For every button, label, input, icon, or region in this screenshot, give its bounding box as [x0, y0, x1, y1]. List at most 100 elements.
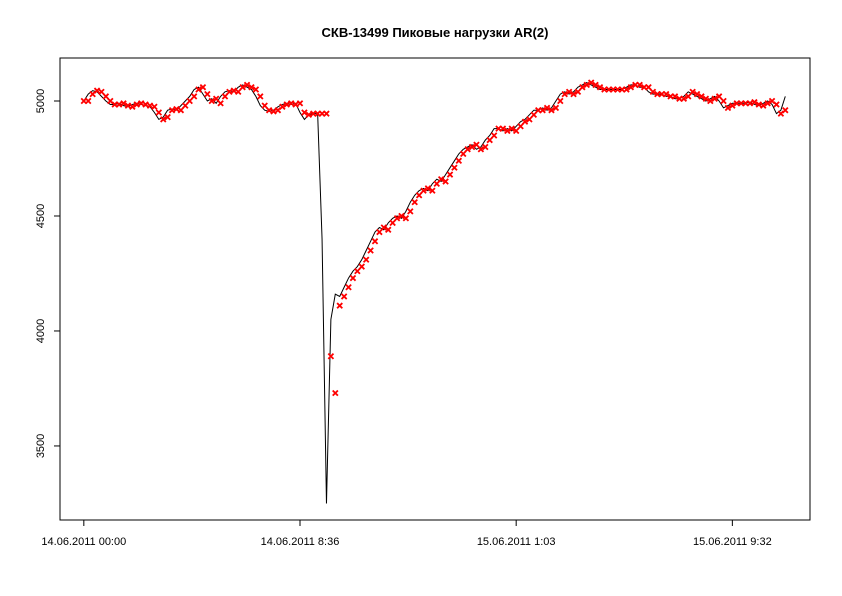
data-point	[336, 302, 343, 309]
data-point	[512, 127, 520, 135]
data-point	[415, 192, 423, 199]
data-point	[292, 101, 299, 108]
data-point	[530, 111, 538, 119]
data-point	[490, 132, 498, 139]
data-point	[340, 293, 348, 300]
data-point	[649, 88, 657, 96]
data-point	[287, 100, 295, 107]
x-tick-label: 14.06.2011 8:36	[261, 536, 340, 548]
data-point	[265, 106, 273, 114]
data-point	[327, 353, 335, 360]
data-point	[173, 105, 180, 113]
data-point	[720, 97, 727, 105]
data-point	[345, 284, 352, 291]
data-point	[521, 118, 529, 125]
data-point	[208, 97, 216, 105]
data-point	[186, 97, 193, 105]
data-point	[539, 106, 546, 114]
data-point	[482, 143, 489, 151]
data-point	[261, 102, 268, 109]
data-point	[146, 102, 154, 109]
data-point	[323, 110, 330, 117]
data-point	[548, 106, 555, 114]
chart-title: СКВ-13499 Пиковые нагрузки AR(2)	[322, 25, 549, 40]
data-point	[574, 88, 582, 96]
data-point	[583, 81, 591, 89]
data-point	[296, 100, 304, 107]
data-point	[283, 101, 291, 108]
data-point	[384, 226, 392, 234]
data-point	[137, 100, 145, 107]
data-point	[477, 146, 485, 153]
data-point	[155, 109, 163, 116]
data-point	[623, 86, 630, 93]
data-point	[177, 106, 185, 114]
data-point	[433, 180, 441, 188]
data-point	[84, 97, 92, 105]
y-tick-label: 4000	[35, 319, 47, 343]
data-point	[212, 95, 220, 102]
data-point	[486, 136, 493, 144]
data-point	[393, 215, 401, 222]
data-point	[204, 90, 211, 98]
data-point	[702, 95, 710, 102]
data-point	[195, 86, 202, 93]
data-point	[411, 198, 418, 206]
data-point	[115, 101, 123, 108]
data-point	[402, 215, 410, 222]
data-point	[199, 83, 207, 91]
data-point	[437, 175, 445, 183]
y-tick-label: 4500	[35, 204, 47, 228]
data-point	[239, 83, 246, 91]
data-point	[459, 150, 467, 158]
data-point	[526, 116, 533, 123]
data-point	[746, 100, 754, 107]
data-point	[724, 104, 732, 112]
plot-frame	[59, 57, 811, 521]
data-point	[234, 88, 242, 96]
data-point	[552, 104, 560, 112]
x-tick-label: 14.06.2011 00:00	[41, 536, 126, 548]
data-point	[680, 95, 688, 102]
data-point	[662, 90, 670, 98]
data-point	[504, 127, 511, 135]
data-point	[230, 87, 238, 94]
data-point	[133, 101, 141, 108]
data-point	[102, 93, 110, 100]
data-point	[715, 93, 723, 100]
data-point	[420, 187, 427, 194]
data-point	[759, 102, 767, 109]
data-point	[371, 238, 379, 245]
data-point	[782, 106, 789, 114]
data-point	[129, 103, 136, 110]
data-point	[424, 185, 432, 192]
data-point	[398, 212, 405, 220]
data-point	[587, 79, 595, 86]
data-point	[468, 143, 476, 151]
data-point	[354, 267, 361, 275]
data-point	[190, 93, 198, 100]
data-point	[698, 93, 705, 100]
data-point	[508, 125, 516, 132]
data-point	[636, 81, 643, 89]
data-point	[565, 88, 573, 96]
data-point	[557, 97, 564, 105]
x-tick-label: 15.06.2011 1:03	[477, 536, 556, 548]
data-point	[270, 108, 277, 115]
data-point	[627, 83, 635, 91]
data-point	[151, 103, 158, 110]
data-point	[305, 111, 313, 119]
data-point	[389, 219, 396, 227]
data-point	[455, 157, 463, 165]
data-point	[755, 101, 763, 108]
data-point	[729, 102, 736, 109]
data-point	[446, 171, 454, 178]
data-point	[711, 95, 718, 102]
data-point	[773, 101, 780, 108]
data-point	[349, 274, 357, 282]
data-point	[451, 164, 458, 171]
data-point	[561, 90, 568, 98]
data-point	[257, 93, 264, 100]
